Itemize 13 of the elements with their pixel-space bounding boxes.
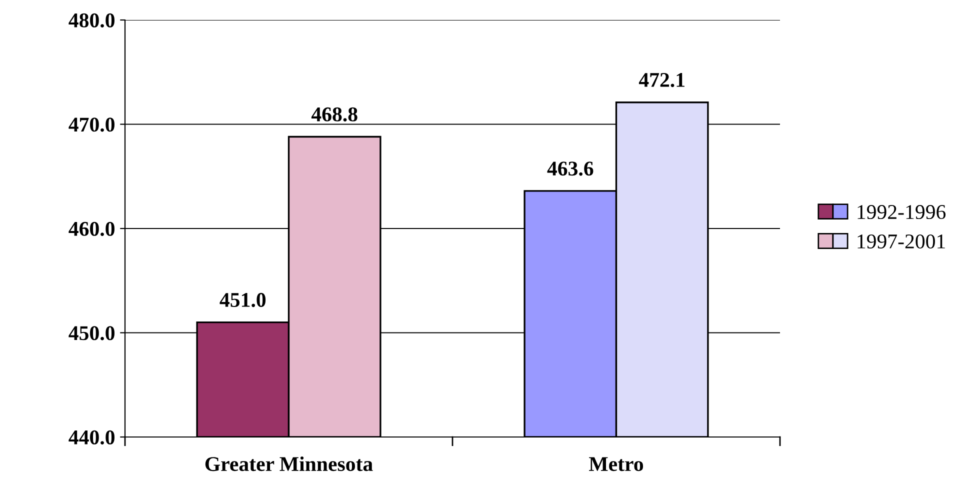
data-label: 451.0 [220,292,266,308]
data-label: 468.8 [311,107,358,122]
y-tick-label: 440.0 [68,430,114,445]
y-tick-label: 450.0 [68,326,114,340]
data-label: 472.1 [638,73,684,88]
x-tick-label: Metro [589,457,644,472]
legend-label: 1992-1996 [858,205,946,220]
x-tick-label: Greater Minnesota [205,456,373,472]
legend-label: 1997-2001 [858,234,945,248]
y-tick-label: 460.0 [68,222,114,236]
y-tick-label: 480.0 [68,13,114,28]
y-tick-label: 470.0 [68,118,114,132]
data-label: 463.6 [547,162,594,176]
